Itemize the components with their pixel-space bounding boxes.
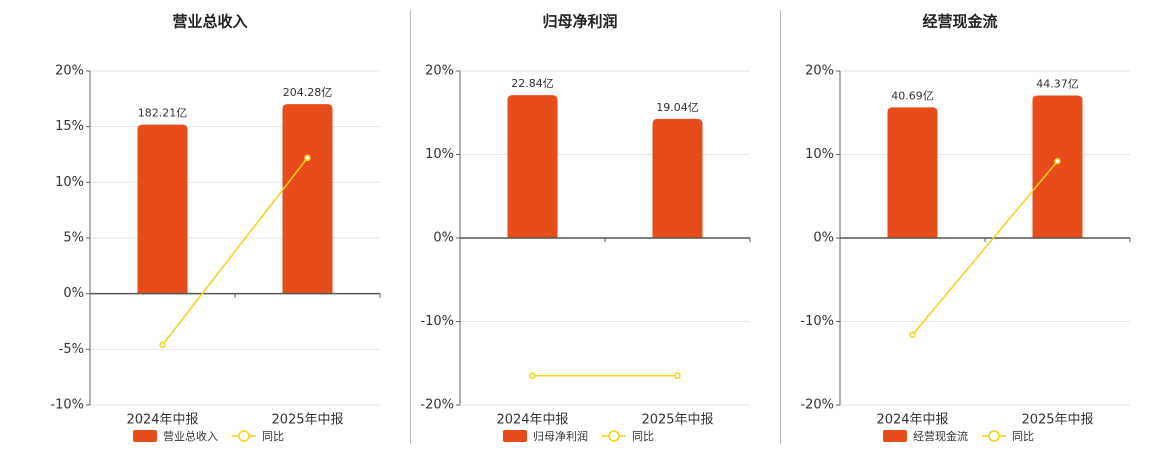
legend-swatch — [988, 430, 1000, 442]
x-tick-label: 2024年中报 — [876, 413, 948, 428]
chart-title: 营业总收入 — [172, 13, 247, 31]
y-tick-label: 0% — [433, 231, 454, 246]
data-label: 204.28亿 — [283, 86, 333, 99]
bar — [137, 124, 188, 294]
line — [911, 160, 1059, 336]
x-tick-label: 2025年中报 — [641, 413, 713, 428]
y-tick-label: 20% — [805, 64, 834, 79]
y-tick-label: 10% — [425, 147, 454, 162]
chart-title: 归母净利润 — [542, 13, 617, 31]
y-tick-label: -20% — [420, 398, 454, 413]
y-tick-label: -20% — [800, 398, 834, 413]
legend-swatch — [608, 430, 620, 442]
line — [161, 157, 309, 346]
legend-swatch — [503, 430, 527, 442]
y-tick-label: 10% — [55, 175, 84, 190]
y-tick-label: 0% — [813, 231, 834, 246]
point — [674, 372, 681, 380]
legend-label: 归母净利润 — [533, 429, 588, 443]
y-tick-label: 20% — [425, 64, 454, 79]
x-tick-label: 2025年中报 — [1021, 413, 1093, 428]
data-label: 182.21亿 — [138, 107, 188, 120]
bar — [507, 95, 558, 239]
x-tick-label: 2025年中报 — [271, 413, 343, 428]
y-tick-label: -10% — [420, 314, 454, 329]
x-tick-label: 2024年中报 — [496, 413, 568, 428]
data-label: 22.84亿 — [511, 77, 554, 90]
y-tick-label: 5% — [63, 231, 84, 246]
legend-swatch — [883, 430, 907, 442]
x-tick-label: 2024年中报 — [126, 413, 198, 428]
legend-label: 同比 — [262, 430, 284, 443]
bar — [282, 104, 333, 294]
y-tick-label: -5% — [59, 342, 84, 357]
bar — [887, 107, 938, 238]
y-tick-label: -10% — [800, 314, 834, 329]
point — [159, 341, 166, 349]
y-tick-label: 10% — [805, 147, 834, 162]
legend-label: 营业总收入 — [163, 429, 218, 443]
point — [909, 331, 916, 339]
data-label: 40.69亿 — [891, 89, 934, 102]
y-tick-label: 0% — [63, 286, 84, 301]
bar — [1032, 95, 1083, 239]
data-label: 44.37亿 — [1036, 78, 1079, 91]
data-label: 19.04亿 — [656, 101, 699, 114]
legend-label: 同比 — [632, 430, 654, 443]
chart-title: 经营现金流 — [922, 13, 997, 31]
bar — [652, 118, 703, 238]
y-tick-label: 20% — [55, 64, 84, 79]
legend-swatch — [238, 430, 250, 442]
y-tick-label: -10% — [50, 398, 84, 413]
point — [1054, 157, 1061, 165]
legend-label: 经营现金流 — [913, 429, 968, 443]
point — [304, 154, 311, 162]
point — [529, 372, 536, 380]
legend-swatch — [133, 430, 157, 442]
y-tick-label: 15% — [55, 119, 84, 134]
legend-label: 同比 — [1012, 430, 1034, 443]
